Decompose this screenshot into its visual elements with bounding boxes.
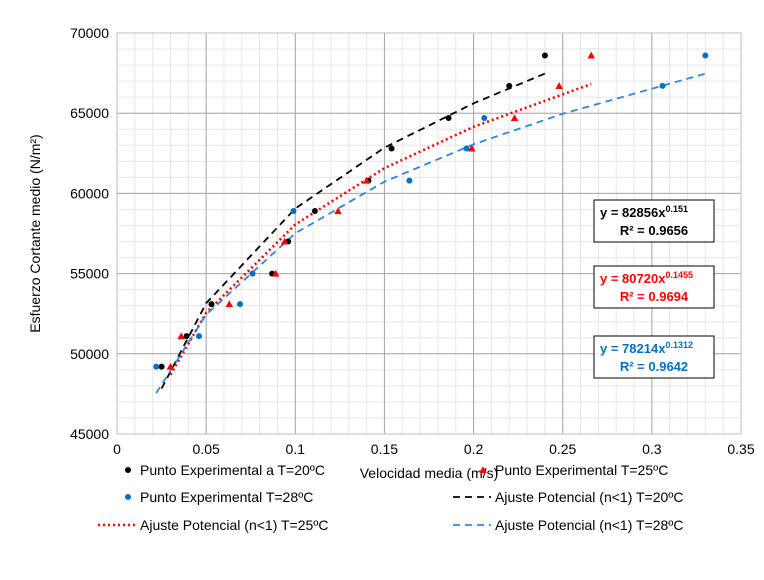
x-tick-label: 0 bbox=[113, 441, 121, 457]
fit-line-6 bbox=[155, 72, 706, 394]
legend-item: Ajuste Potencial (n<1) T=25ºC bbox=[98, 517, 329, 533]
y-tick-label: 55000 bbox=[70, 266, 109, 282]
equation-box-frame bbox=[593, 265, 715, 309]
x-tick-label: 0.25 bbox=[549, 441, 576, 457]
data-point-1 bbox=[311, 208, 318, 215]
data-point-3 bbox=[196, 333, 203, 340]
equation-box: y = 80720x0.1455 R² = 0.9694 bbox=[593, 265, 715, 309]
legend-label: Ajuste Potencial (n<1) T=20ºC bbox=[495, 489, 684, 505]
x-tick-label: 0.35 bbox=[727, 441, 754, 457]
data-point-2 bbox=[510, 114, 519, 122]
plot-frame bbox=[116, 32, 742, 435]
r-squared-text: R² = 0.9694 bbox=[620, 289, 689, 304]
x-axis-label: Velocidad media (m/s) bbox=[360, 465, 499, 481]
legend: Punto Experimental a T=20ºC Punto Experim… bbox=[98, 462, 684, 533]
x-tick-label: 0.2 bbox=[464, 441, 484, 457]
y-tick-label: 65000 bbox=[70, 105, 109, 121]
legend-label: Punto Experimental a T=20ºC bbox=[140, 462, 325, 478]
equation-box-frame bbox=[593, 335, 715, 379]
data-point-1 bbox=[208, 301, 215, 308]
data-point-3 bbox=[659, 82, 666, 89]
equation-box: y = 78214x0.1312 R² = 0.9642 bbox=[593, 335, 715, 379]
legend-item: Punto Experimental T=25ºC bbox=[479, 462, 668, 478]
data-point-3 bbox=[463, 145, 470, 152]
data-point-2 bbox=[177, 332, 185, 340]
data-point-2 bbox=[362, 176, 371, 184]
legend-item: Ajuste Potencial (n<1) T=20ºC bbox=[453, 489, 684, 505]
legend-item: Punto Experimental a T=20ºC bbox=[125, 462, 325, 478]
y-tick-label: 60000 bbox=[70, 185, 109, 201]
data-point-2 bbox=[334, 207, 342, 215]
data-point-2 bbox=[555, 82, 563, 89]
legend-label: Punto Experimental T=28ºC bbox=[140, 489, 313, 505]
data-point-3 bbox=[406, 177, 413, 184]
data-point-1 bbox=[388, 145, 395, 152]
x-tick-label: 0.15 bbox=[371, 441, 398, 457]
legend-marker bbox=[479, 466, 487, 474]
equation-text: y = 78214x0.1312 bbox=[600, 340, 693, 356]
data-point-3 bbox=[481, 115, 488, 122]
y-tick-label: 45000 bbox=[70, 426, 109, 442]
equation-box: y = 82856x0.151 R² = 0.9656 bbox=[593, 199, 715, 243]
y-tick-labels: 45000 50000 55000 60000 65000 70000 bbox=[70, 25, 109, 442]
equation-text: y = 80720x0.1455 bbox=[600, 270, 693, 286]
r-squared-text: R² = 0.9642 bbox=[620, 359, 688, 374]
legend-marker bbox=[125, 467, 131, 473]
equation-annotations: y = 82856x0.151 R² = 0.9656 y = 80720x0.14… bbox=[593, 199, 715, 379]
series-layer bbox=[153, 51, 709, 394]
x-tick-labels: 0 0.05 0.1 0.15 0.2 0.25 0.3 0.35 bbox=[113, 441, 755, 457]
x-tick-label: 0.1 bbox=[286, 441, 306, 457]
data-point-3 bbox=[249, 270, 256, 277]
equation-text: y = 82856x0.151 bbox=[600, 204, 688, 220]
data-point-3 bbox=[153, 363, 160, 370]
data-point-2 bbox=[225, 300, 234, 308]
data-point-2 bbox=[280, 237, 289, 245]
x-tick-label: 0.3 bbox=[642, 441, 662, 457]
data-point-3 bbox=[237, 301, 244, 308]
legend-label: Ajuste Potencial (n<1) T=25ºC bbox=[140, 517, 329, 533]
data-point-1 bbox=[506, 82, 513, 89]
r-squared-text: R² = 0.9656 bbox=[620, 223, 688, 238]
data-point-1 bbox=[158, 363, 165, 370]
y-tick-label: 70000 bbox=[70, 25, 109, 41]
data-point-1 bbox=[541, 52, 548, 59]
data-point-2 bbox=[467, 144, 476, 152]
fit-line-4 bbox=[160, 72, 546, 390]
data-point-3 bbox=[702, 52, 709, 59]
data-point-2 bbox=[166, 362, 175, 370]
y-axis-label: Esfuerzo Cortante medio (N/m²) bbox=[27, 134, 43, 332]
data-point-3 bbox=[290, 208, 297, 215]
legend-label: Ajuste Potencial (n<1) T=28ºC bbox=[495, 517, 684, 533]
data-point-2 bbox=[587, 51, 596, 59]
legend-marker bbox=[125, 494, 131, 500]
y-tick-label: 50000 bbox=[70, 346, 109, 362]
legend-label: Punto Experimental T=25ºC bbox=[495, 462, 668, 478]
legend-item: Punto Experimental T=28ºC bbox=[125, 489, 313, 505]
equation-box-frame bbox=[593, 199, 715, 243]
data-point-1 bbox=[183, 333, 190, 340]
fit-line-5 bbox=[169, 82, 592, 376]
legend-item: Ajuste Potencial (n<1) T=28ºC bbox=[453, 517, 684, 533]
data-point-2 bbox=[271, 269, 280, 277]
data-point-1 bbox=[445, 115, 452, 122]
x-tick-label: 0.05 bbox=[193, 441, 220, 457]
